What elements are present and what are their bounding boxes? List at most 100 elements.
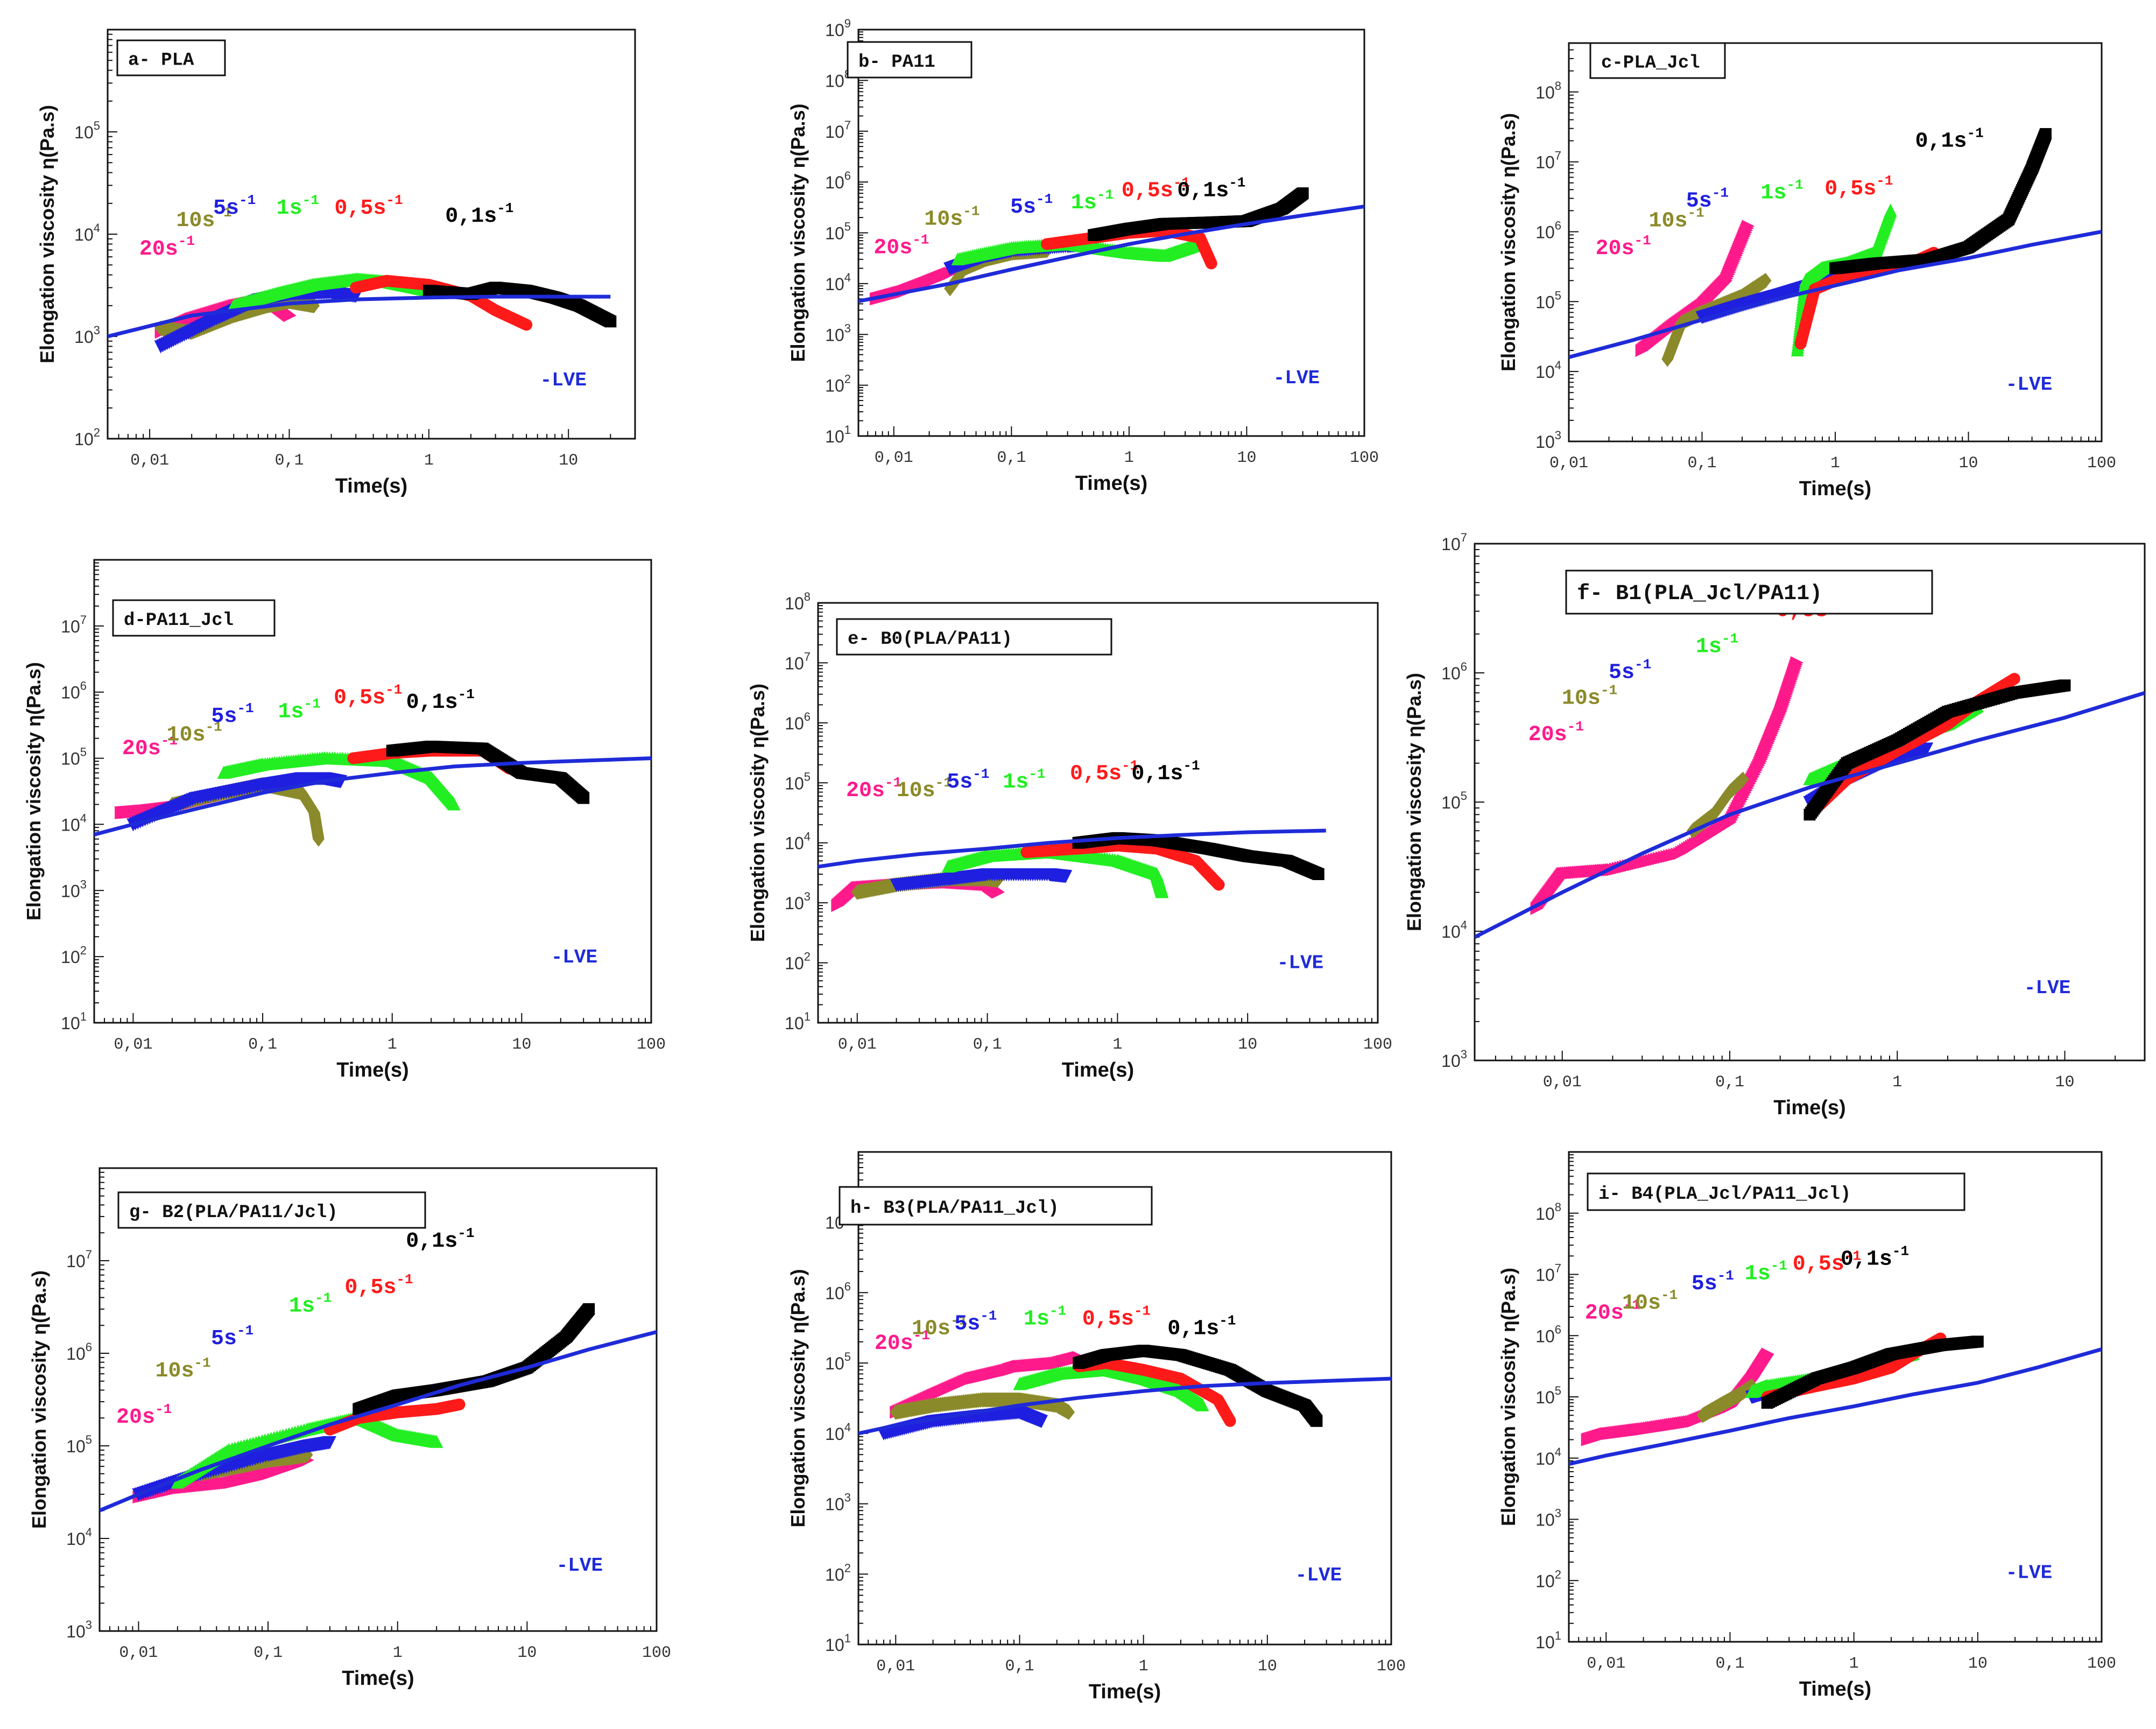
rate-label: 0,1s-1 [1131,758,1200,786]
rate-label: 20s-1 [1596,233,1651,261]
data-point [283,309,297,322]
y-tick-label: 105 [74,119,100,142]
panel-title: a- PLA [128,51,194,71]
lve-line [108,294,611,339]
y-tick-label: 104 [74,221,100,244]
x-tick-label: 0,01 [130,452,169,470]
panel-title: c-PLA_Jcl [1601,53,1700,74]
x-tick-label: 0,1 [248,1036,277,1054]
y-tick-label: 104 [785,830,811,853]
panel-e: 0,01 0,1 1 10 100 101 102 103 104 105 106 107 108 Tim… [746,590,1392,1081]
panel-f: 0,01 0,1 1 10 103 104 105 106 107 Time(s) Elongati… [1403,531,2146,1119]
x-tick-label: 0,1 [997,449,1026,467]
x-tick-label: 0,01 [1549,454,1588,473]
plot-frame [817,602,1379,1024]
y-tick-label: 107 [1441,531,1467,554]
data-layer [818,828,1326,912]
rate-label: 20s-1 [873,231,929,260]
x-tick-label: 0,01 [838,1036,877,1054]
x-tick-label: 1 [1124,449,1134,467]
y-tick-label: 104 [61,811,87,834]
y-tick-label: 104 [1441,918,1467,941]
y-tick-label: 103 [74,324,100,347]
x-axis-label: Time(s) [335,475,407,497]
y-tick-label: 107 [1535,149,1561,172]
rate-label: 5s-1 [1686,185,1729,213]
data-point [447,797,461,811]
x-tick-label: 0,1 [274,452,304,470]
panel-a: 0,01 0,1 1 10 102 103 104 105 Time(s) Elongation … [36,29,636,497]
y-tick-label: 107 [785,650,811,673]
panel-title-box [847,41,973,79]
panel-d: 0,01 0,1 1 10 100 101 102 103 104 105 106 107 Time(s… [23,559,666,1081]
x-axis-label: Time(s) [1075,472,1147,495]
panel-title-box [836,618,1112,656]
y-tick-label: 105 [785,770,811,793]
panel-title: b- PA11 [858,52,935,73]
data-point [312,831,325,847]
rate-label: 20s-1 [846,775,901,803]
rate-label: 5s-1 [213,192,256,221]
data-point [1312,868,1324,880]
lve-legend: -LVE [2006,374,2052,396]
rate-label: 10s-1 [924,203,980,231]
data-point [1059,870,1073,883]
y-tick-label: 106 [1535,219,1561,242]
x-tick-label: 0,01 [114,1036,152,1054]
panel-title-box [116,39,226,76]
y-axis-label: Elongation viscosity η(Pa.s) [1403,673,1425,931]
y-tick-label: 106 [785,710,811,733]
plot-frame [1568,42,2103,442]
plot-frame [107,29,636,440]
x-tick-label: 0,1 [1687,454,1716,473]
plot-frame [93,559,652,1024]
y-tick-label: 104 [825,271,851,294]
y-axis-label: Elongation viscosity η(Pa.s) [1497,113,1519,371]
y-tick-label: 101 [825,423,851,446]
data-point [1884,203,1897,217]
data-point [1297,187,1309,200]
x-tick-label: 100 [1363,1036,1392,1054]
x-tick-label: 10 [1238,1036,1257,1054]
x-axis-label: Time(s) [336,1059,408,1081]
lve-legend: -LVE [540,369,587,391]
rate-label: 1s-1 [1760,177,1803,206]
x-tick-label: 10 [1958,454,1978,473]
rate-label: 0,5s-1 [1122,175,1190,203]
y-tick-label: 107 [61,613,87,636]
y-axis-label: Elongation viscosity η(Pa.s) [23,662,45,920]
panel-title: e- B0(PLA/PA11) [848,629,1012,650]
data-point [520,319,533,331]
x-tick-label: 10 [512,1036,531,1054]
y-tick-label: 103 [785,890,811,913]
rate-label: 1s-1 [1003,766,1045,795]
panel-c: 0,01 0,1 1 10 100 103 104 105 106 107 108 Time(s) El… [1497,42,2116,500]
y-tick-label: 105 [61,746,87,769]
data-point [349,290,363,303]
y-tick-label: 105 [1441,789,1467,812]
rate-label: 0,5s-1 [334,682,402,711]
y-tick-label: 103 [1535,428,1561,452]
y-tick-label: 105 [825,220,851,243]
data-point [2039,128,2052,140]
rate-label: 1s-1 [1071,187,1114,215]
x-tick-label: 10 [559,452,578,470]
rate-label: 5s-1 [947,766,989,795]
x-axis-label: Time(s) [1062,1059,1134,1081]
y-axis-label: Elongation viscosity η(Pa.s) [746,684,769,942]
y-tick-label: 106 [61,679,87,702]
series-0,1s-1 [1829,128,2052,275]
data-point [1205,257,1217,270]
x-axis-label: Time(s) [1799,477,1871,500]
y-tick-label: 106 [825,169,851,192]
y-tick-label: 106 [1441,660,1467,683]
panel-title-box [112,599,276,637]
y-tick-label: 102 [825,372,851,396]
x-tick-label: 100 [637,1036,666,1054]
rate-label: 10s-1 [897,775,952,803]
data-layer [858,187,1364,306]
data-point [1742,220,1755,233]
lve-line [818,828,1326,869]
x-tick-label: 1 [1112,1036,1122,1054]
y-tick-label: 104 [1535,359,1561,382]
